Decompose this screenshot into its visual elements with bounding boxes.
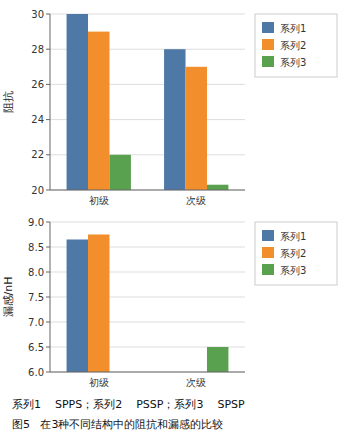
bar (88, 32, 109, 190)
legend-swatch (262, 230, 274, 241)
tick-label: 22 (31, 149, 44, 160)
tick-mark (46, 14, 50, 15)
tick-mark (46, 119, 50, 120)
tick-label: 9.0 (28, 217, 44, 228)
legend-swatch (262, 39, 274, 50)
legend-swatch (262, 22, 274, 33)
figure: 202224262830初级次级阻抗系列1系列2系列36.06.57.07.58… (0, 0, 350, 445)
legend-frame (255, 222, 337, 285)
tick-mark (46, 247, 50, 248)
bar (109, 155, 130, 190)
tick-label: 7.0 (28, 317, 44, 328)
tick-mark (46, 49, 50, 50)
tick-mark (46, 154, 50, 155)
category-label: 初级 (89, 377, 109, 388)
y-axis-label: 阻抗 (2, 91, 15, 113)
bar (67, 14, 88, 190)
legend-label: 系列1 (280, 231, 306, 242)
tick-mark (46, 190, 50, 191)
bars (67, 14, 229, 190)
tick-label: 30 (31, 9, 44, 20)
legend-label: 系列3 (280, 265, 306, 276)
y-axis (50, 222, 51, 372)
tick-label: 6.5 (28, 342, 44, 353)
bar (186, 67, 207, 190)
caption: 系列1 SPPS；系列2 PSSP；系列3 SPSP (12, 398, 245, 411)
bar (207, 185, 228, 190)
bar (207, 347, 228, 372)
legend-swatch (262, 247, 274, 258)
legend-label: 系列2 (280, 40, 306, 51)
bar (88, 235, 109, 373)
tick-label: 28 (31, 44, 44, 55)
legend-swatch (262, 56, 274, 67)
tick-label: 7.5 (28, 292, 44, 303)
tick-mark (46, 272, 50, 273)
bar (164, 49, 185, 190)
y-axis-label: 漏感/nH (2, 277, 15, 318)
category-label: 次级 (186, 195, 206, 206)
tick-label: 20 (31, 185, 44, 196)
tick-mark (46, 222, 50, 223)
legend: 系列1 系列2 系列3 (255, 14, 337, 77)
tick-mark (46, 372, 50, 373)
chart: 20 22 24 26 28 30 初级 次级 阻抗 系列1 系列2 系列3 (2, 9, 337, 207)
category-label: 次级 (186, 377, 206, 388)
tick-mark (46, 322, 50, 323)
tick-label: 26 (31, 79, 44, 90)
bars (67, 235, 229, 373)
tick-label: 24 (31, 114, 44, 125)
tick-label: 6.0 (28, 367, 44, 378)
tick-mark (46, 84, 50, 85)
chart: 6.0 6.5 7.0 7.5 8.0 8.5 9.0 初级 次级 漏感/nH 系列1 系列2 系列3 (2, 217, 337, 389)
bar (67, 240, 88, 373)
tick-mark (46, 297, 50, 298)
grid-line (50, 222, 245, 223)
caption: 图5 在3种不同结构中的阻抗和漏感的比较 (12, 418, 224, 431)
legend-label: 系列3 (280, 57, 306, 68)
legend-frame (255, 14, 337, 77)
grid-line (50, 372, 245, 373)
legend-label: 系列1 (280, 23, 306, 34)
legend-swatch (262, 264, 274, 275)
grid-line (50, 190, 245, 191)
legend: 系列1 系列2 系列3 (255, 222, 337, 285)
tick-label: 8.0 (28, 267, 44, 278)
x-axis (50, 190, 245, 191)
category-label: 初级 (89, 195, 109, 206)
y-axis (50, 14, 51, 190)
legend-label: 系列2 (280, 248, 306, 259)
x-axis (50, 372, 245, 373)
tick-label: 8.5 (28, 242, 44, 253)
tick-mark (46, 347, 50, 348)
